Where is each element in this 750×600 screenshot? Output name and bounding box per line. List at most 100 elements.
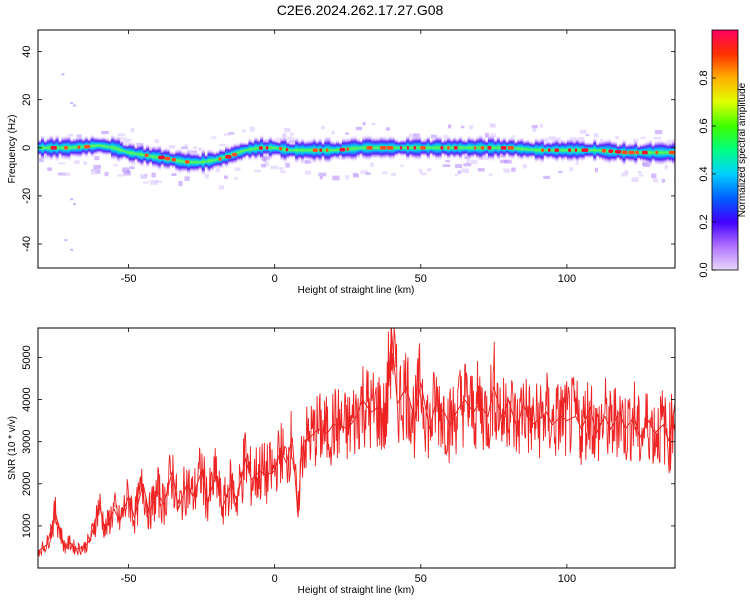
spectrogram-speckle	[123, 171, 131, 176]
spectrogram-ridge-column	[330, 139, 334, 161]
spectrogram-ridge-column	[657, 138, 661, 167]
spectrogram-ridge-column	[333, 140, 337, 160]
spectrogram-speckle	[511, 167, 516, 172]
spectrogram-speckle	[61, 172, 70, 176]
spectrogram-ridge-column	[116, 134, 121, 164]
spectrogram-peak	[232, 152, 238, 157]
spectrogram-speckle	[593, 133, 599, 138]
spectrogram-ridge-column	[663, 139, 667, 166]
spectrogram-ridge-column	[537, 138, 541, 163]
spectrogram-ridge-column	[490, 133, 495, 162]
spectrogram-ridge-column	[105, 136, 109, 157]
spectrogram-speckle	[151, 172, 156, 178]
spectrogram-x-tick-label: -50	[121, 273, 137, 285]
spectrogram-ridge-column	[575, 136, 579, 164]
spectrogram-speckle	[461, 168, 470, 174]
colorbar-label: Normalized spectral amplitude	[737, 82, 748, 217]
spectrogram-speckle	[154, 138, 160, 144]
spectrogram-speckle	[119, 137, 127, 140]
spectrogram-speckle	[653, 136, 661, 140]
spectrogram-outlier	[70, 248, 74, 251]
spectrogram-ridge-column	[254, 135, 258, 162]
snr-y-tick-label: 1000	[21, 514, 33, 538]
snr-y-label: SNR (10 * v/v)	[7, 416, 18, 480]
colorbar-tick-label: 0.2	[698, 214, 710, 229]
spectrogram-speckle	[465, 159, 470, 165]
spectrogram-speckle	[104, 171, 109, 177]
spectrogram-ridge-column	[409, 137, 413, 159]
spectrogram-speckle	[504, 159, 512, 164]
spectrogram-speckle	[184, 144, 189, 147]
spectrogram-ridge-column	[520, 136, 524, 162]
spectrogram-speckle	[460, 125, 465, 129]
spectrogram-speckle	[400, 164, 404, 168]
spectrogram-ridge-column	[198, 153, 203, 171]
spectrogram-speckle	[264, 162, 270, 167]
snr-noise-trace	[38, 328, 675, 557]
spectrogram-peak	[379, 145, 387, 150]
spectrogram-speckle	[353, 173, 359, 178]
spectrogram-ridge-column	[178, 147, 182, 175]
spectrogram-ridge-column	[67, 134, 71, 162]
spectrogram-ridge-column	[660, 138, 664, 167]
spectrogram-speckle	[651, 173, 657, 179]
spectrogram-speckle	[543, 175, 551, 180]
spectrogram-peak	[406, 145, 409, 150]
spectrogram-ridge-column	[493, 137, 498, 158]
spectrogram-ridge-column	[149, 147, 153, 166]
spectrogram-peak	[218, 157, 222, 161]
spectrogram-speckle	[331, 130, 335, 135]
spectrogram-peak	[366, 145, 373, 150]
spectrogram-speckle	[123, 139, 130, 144]
spectrogram-ridge-column	[125, 142, 129, 162]
spectrogram-speckle	[93, 164, 99, 170]
spectrogram-speckle	[489, 123, 496, 127]
spectrogram-speckle	[371, 122, 376, 126]
spectrogram-ridge-column	[426, 134, 430, 161]
spectrogram-speckle	[484, 132, 489, 138]
spectrogram-speckle	[122, 167, 130, 173]
spectrogram-ridge-column	[131, 141, 135, 166]
spectrogram-speckle	[130, 127, 135, 133]
spectrogram-speckle	[261, 163, 266, 168]
spectrogram-ridge-column	[295, 136, 299, 165]
spectrogram-speckle	[234, 167, 241, 172]
spectrogram-ridge-column	[467, 134, 471, 161]
snr-y-tick-label: 5000	[21, 345, 33, 369]
spectrogram-peak	[487, 145, 492, 150]
spectrogram-speckle	[654, 130, 663, 135]
spectrogram-peak	[500, 145, 507, 150]
colorbar-tick-label: 0.6	[698, 118, 710, 133]
snr-x-tick-label: 0	[272, 573, 278, 585]
spectrogram-speckle	[184, 176, 190, 181]
spectrogram-peak	[635, 150, 639, 155]
spectrogram-peak	[171, 157, 177, 162]
snr-x-ticks: -50 0 50 100	[121, 328, 576, 585]
spectrogram-ridge-column	[90, 133, 94, 159]
spectrogram-speckle	[532, 127, 537, 133]
spectrogram-speckle	[447, 124, 452, 129]
spectrogram-speckle	[117, 174, 125, 177]
spectrogram-ridge-column	[572, 138, 577, 162]
spectrogram-ridge-column	[134, 145, 138, 163]
spectrogram-ridge-column	[578, 138, 582, 162]
spectrogram-speckle	[278, 167, 284, 170]
spectrogram-speckle	[171, 173, 177, 176]
spectrogram-ridge-column	[450, 137, 454, 159]
spectrogram-ridge-column	[517, 137, 521, 161]
spectrogram-ridge-column	[239, 140, 243, 163]
spectrogram-ridge-column	[534, 136, 539, 164]
spectrogram-ridge-column	[485, 138, 489, 157]
spectrogram-speckle	[430, 134, 438, 139]
spectrogram-peak	[507, 145, 514, 150]
snr-series-line	[38, 332, 675, 552]
colorbar-scale	[711, 29, 739, 271]
spectrogram-ridge-column	[43, 138, 48, 157]
spectrogram-speckle	[150, 179, 158, 185]
spectrogram-peak	[386, 145, 394, 150]
spectrogram-ridge-column	[458, 134, 463, 161]
colorbar: 0.0 0.2 0.4 0.6 0.8 Normalized spectral ampl…	[698, 29, 748, 278]
spectrogram-peak	[339, 147, 346, 152]
spectrogram-ridge-column	[210, 148, 214, 173]
spectrogram-y-tick-label: 0	[21, 145, 33, 151]
